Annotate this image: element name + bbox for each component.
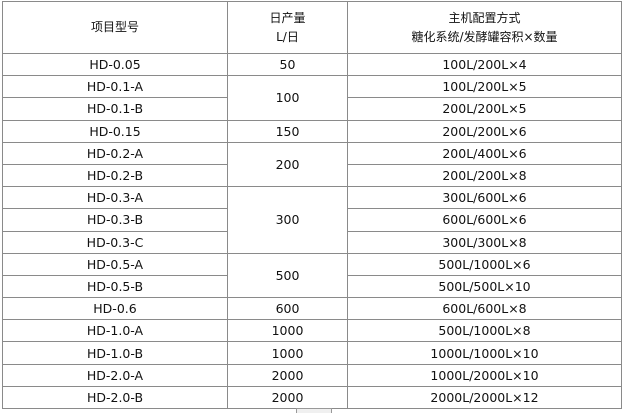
cell-config: 1000L/1000L×10 (347, 341, 622, 365)
table-row: HD-0.6 600 600L/600L×8 (2, 297, 622, 321)
cell-model: HD-0.6 (2, 297, 228, 321)
table-row: HD-2.0-B 2000 2000L/2000L×12 (2, 385, 622, 410)
table-row: HD-0.3-B 600L/600L×6 (2, 208, 622, 232)
table-row: HD-0.5-A 500 500L/1000L×6 (2, 252, 622, 299)
header-config: 主机配置方式 糖化系统/发酵罐容积×数量 (347, 1, 622, 54)
header-config-title: 主机配置方式 (448, 10, 521, 25)
cell-config: 300L/600L×6 (347, 186, 622, 210)
cell-config: 500L/1000L×8 (347, 319, 622, 343)
scrollbar-stub (296, 408, 332, 413)
table-row: HD-0.1-B 200L/200L×5 (2, 97, 622, 121)
cell-config: 500L/1000L×6 (347, 252, 622, 276)
cell-model: HD-0.2-B (2, 163, 228, 188)
cell-daily-output: 600 (227, 297, 348, 321)
header-daily-output-unit: L/日 (276, 29, 299, 44)
cell-config: 200L/200L×8 (347, 163, 622, 188)
header-daily-output: 日产量 L/日 (227, 1, 348, 54)
cell-model: HD-0.3-B (2, 208, 228, 232)
cell-daily-output: 1000 (227, 319, 348, 343)
cell-model: HD-0.1-A (2, 75, 228, 99)
cell-model: HD-1.0-B (2, 341, 228, 365)
cell-model: HD-2.0-B (2, 385, 228, 410)
cell-model: HD-0.3-A (2, 186, 228, 210)
header-daily-output-title: 日产量 (269, 10, 306, 25)
cell-model: HD-0.2-A (2, 141, 228, 165)
cell-model: HD-0.5-A (2, 252, 228, 276)
cell-daily-output: 1000 (227, 341, 348, 365)
cell-model: HD-1.0-A (2, 319, 228, 343)
cell-config: 100L/200L×4 (347, 52, 622, 77)
table-row: HD-1.0-A 1000 500L/1000L×8 (2, 319, 622, 343)
table-row: HD-0.2-A 200 200L/400L×6 (2, 141, 622, 188)
cell-config: 600L/600L×8 (347, 297, 622, 321)
cell-config: 2000L/2000L×12 (347, 385, 622, 410)
table-row: HD-0.1-A 100 100L/200L×5 (2, 75, 622, 121)
cell-config: 200L/200L×6 (347, 119, 622, 143)
table-row: HD-0.15 150 200L/200L×6 (2, 119, 622, 143)
cell-config: 1000L/2000L×10 (347, 363, 622, 387)
cell-model: HD-0.5-B (2, 274, 228, 299)
cell-model: HD-2.0-A (2, 363, 228, 387)
header-config-subtitle: 糖化系统/发酵罐容积×数量 (411, 29, 558, 44)
table-row: HD-0.5-B 500L/500L×10 (2, 274, 622, 299)
table-row: HD-0.3-A 300 300L/600L×6 (2, 186, 622, 254)
header-row: 项目型号 日产量 L/日 主机配置方式 糖化系统/发酵罐容积×数量 (2, 1, 622, 54)
cell-config: 300L/300L×8 (347, 230, 622, 254)
cell-config: 600L/600L×6 (347, 208, 622, 232)
cell-daily-output: 300 (227, 186, 348, 254)
table-row: HD-2.0-A 2000 1000L/2000L×10 (2, 363, 622, 387)
table-row: HD-1.0-B 1000 1000L/1000L×10 (2, 341, 622, 365)
cell-config: 100L/200L×5 (347, 75, 622, 99)
cell-daily-output: 500 (227, 252, 348, 299)
cell-daily-output: 2000 (227, 363, 348, 387)
cell-daily-output: 100 (227, 75, 348, 121)
cell-model: HD-0.05 (2, 52, 228, 77)
cell-config: 500L/500L×10 (347, 274, 622, 299)
cell-daily-output: 150 (227, 119, 348, 143)
table-row: HD-0.05 50 100L/200L×4 (2, 52, 622, 77)
cell-config: 200L/200L×5 (347, 97, 622, 121)
cell-config: 200L/400L×6 (347, 141, 622, 165)
cell-daily-output: 200 (227, 141, 348, 188)
cell-model: HD-0.15 (2, 119, 228, 143)
cell-model: HD-0.3-C (2, 230, 228, 254)
cell-model: HD-0.1-B (2, 97, 228, 121)
cell-daily-output: 50 (227, 52, 348, 77)
cell-daily-output: 2000 (227, 385, 348, 410)
header-model: 项目型号 (2, 1, 228, 54)
table-body: HD-0.05 50 100L/200L×4 HD-0.1-A 100 100L/200L… (2, 52, 622, 410)
